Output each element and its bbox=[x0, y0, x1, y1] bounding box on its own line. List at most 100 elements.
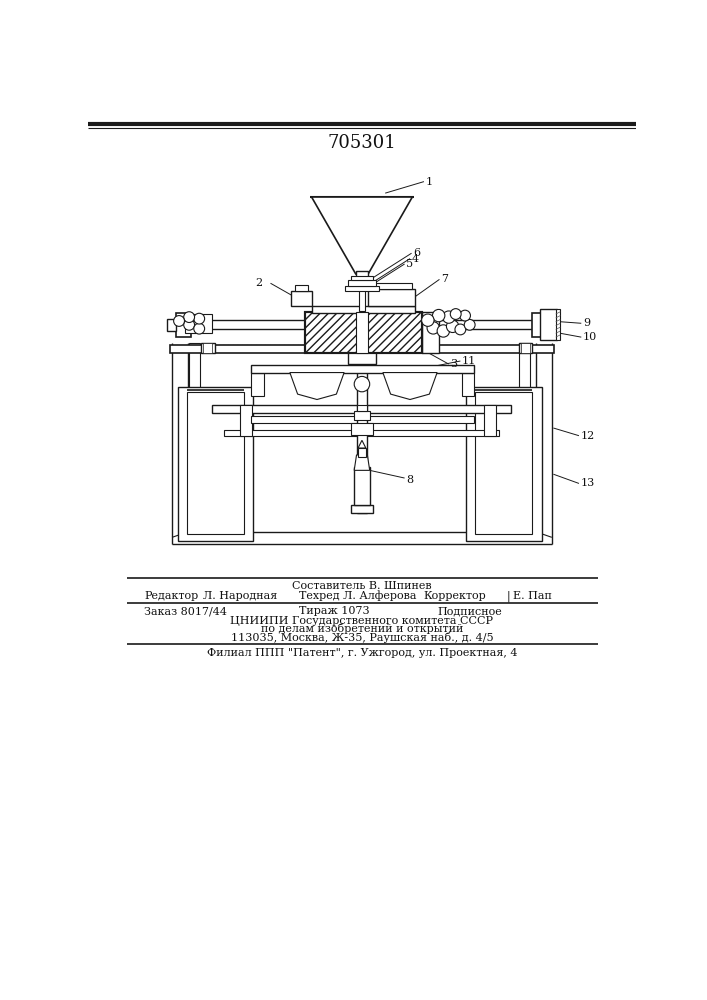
Bar bbox=[519, 343, 530, 532]
Bar bbox=[176, 312, 192, 337]
Bar bbox=[201, 343, 215, 353]
Text: 705301: 705301 bbox=[327, 134, 397, 152]
Bar bbox=[521, 343, 530, 353]
Bar bbox=[189, 343, 200, 532]
Bar bbox=[212, 405, 510, 413]
Text: Л. Народная: Л. Народная bbox=[203, 591, 277, 601]
Circle shape bbox=[443, 311, 455, 323]
Text: 7: 7 bbox=[441, 274, 448, 284]
Bar bbox=[356, 271, 368, 288]
Circle shape bbox=[437, 325, 450, 337]
Bar bbox=[359, 289, 365, 311]
Text: Е. Пап: Е. Пап bbox=[513, 591, 552, 601]
Text: |: | bbox=[507, 590, 510, 602]
Bar bbox=[351, 276, 373, 280]
Text: Составитель В. Шпинев: Составитель В. Шпинев bbox=[292, 581, 432, 591]
Circle shape bbox=[427, 322, 440, 334]
Bar bbox=[348, 280, 376, 286]
Bar bbox=[357, 353, 367, 513]
Bar bbox=[540, 309, 557, 340]
Circle shape bbox=[354, 376, 370, 392]
Text: 10: 10 bbox=[583, 332, 597, 342]
Bar bbox=[177, 387, 253, 541]
Bar bbox=[354, 411, 370, 420]
Polygon shape bbox=[358, 440, 366, 448]
Bar bbox=[462, 373, 474, 396]
Text: 9: 9 bbox=[583, 318, 590, 328]
Bar bbox=[421, 320, 547, 329]
Bar bbox=[305, 312, 421, 353]
Circle shape bbox=[464, 319, 475, 330]
Bar bbox=[475, 392, 532, 534]
Bar bbox=[358, 448, 366, 457]
Bar bbox=[351, 505, 373, 513]
Text: 12: 12 bbox=[580, 431, 595, 441]
Bar bbox=[548, 319, 557, 331]
Bar bbox=[421, 312, 438, 353]
Circle shape bbox=[421, 314, 434, 326]
Text: Подписное: Подписное bbox=[437, 606, 502, 616]
Bar bbox=[170, 345, 554, 353]
Text: Редактор: Редактор bbox=[144, 591, 199, 601]
Bar bbox=[240, 405, 252, 436]
Text: 6: 6 bbox=[413, 248, 420, 258]
Bar bbox=[203, 343, 212, 353]
Text: 11: 11 bbox=[462, 356, 477, 366]
Circle shape bbox=[433, 309, 445, 322]
Bar bbox=[357, 405, 367, 411]
Text: по делам изобретений и открытий: по делам изобретений и открытий bbox=[261, 623, 463, 634]
Bar bbox=[167, 319, 176, 331]
Circle shape bbox=[450, 309, 461, 319]
Bar bbox=[518, 343, 532, 353]
Bar bbox=[345, 286, 379, 291]
Polygon shape bbox=[383, 373, 437, 400]
Bar bbox=[291, 291, 312, 306]
Bar bbox=[532, 312, 548, 337]
Bar bbox=[356, 312, 368, 353]
Circle shape bbox=[446, 320, 459, 333]
Bar bbox=[351, 423, 373, 435]
Bar bbox=[185, 314, 212, 333]
Bar bbox=[177, 320, 305, 329]
Circle shape bbox=[194, 313, 204, 324]
Polygon shape bbox=[290, 373, 344, 400]
Bar bbox=[312, 306, 416, 312]
Circle shape bbox=[455, 324, 466, 335]
Bar bbox=[484, 405, 496, 436]
Text: 4: 4 bbox=[411, 254, 419, 264]
Text: Техред Л. Алферова: Техред Л. Алферова bbox=[299, 590, 416, 601]
Text: 3: 3 bbox=[450, 359, 457, 369]
Polygon shape bbox=[354, 455, 370, 470]
Text: 2: 2 bbox=[256, 278, 263, 288]
Text: Тираж 1073: Тираж 1073 bbox=[299, 606, 370, 616]
Circle shape bbox=[174, 316, 185, 326]
Circle shape bbox=[194, 323, 204, 334]
Text: 5: 5 bbox=[406, 259, 414, 269]
Circle shape bbox=[184, 319, 194, 330]
Text: Корректор: Корректор bbox=[423, 591, 486, 601]
Bar bbox=[251, 373, 264, 396]
Circle shape bbox=[460, 310, 470, 321]
Polygon shape bbox=[359, 312, 365, 346]
Bar bbox=[251, 365, 474, 373]
Bar bbox=[251, 416, 474, 423]
Text: Заказ 8017/44: Заказ 8017/44 bbox=[144, 606, 227, 616]
Text: 13: 13 bbox=[580, 478, 595, 488]
Text: 1: 1 bbox=[426, 177, 433, 187]
Bar bbox=[354, 466, 370, 505]
Polygon shape bbox=[312, 197, 412, 274]
Bar bbox=[466, 387, 542, 541]
Bar bbox=[295, 285, 308, 291]
Circle shape bbox=[184, 312, 194, 323]
Text: 8: 8 bbox=[406, 475, 414, 485]
Bar bbox=[348, 349, 376, 364]
Bar bbox=[556, 309, 561, 340]
Bar bbox=[224, 430, 499, 436]
Bar bbox=[371, 283, 411, 289]
Bar bbox=[305, 312, 421, 353]
Bar bbox=[187, 392, 244, 534]
Bar bbox=[368, 289, 414, 306]
Text: 113035, Москва, Ж-35, Раушская наб., д. 4/5: 113035, Москва, Ж-35, Раушская наб., д. … bbox=[230, 632, 493, 643]
Text: ЦНИИПИ Государственного комитета СССР: ЦНИИПИ Государственного комитета СССР bbox=[230, 615, 493, 626]
Text: Филиал ППП "Патент", г. Ужгород, ул. Проектная, 4: Филиал ППП "Патент", г. Ужгород, ул. Про… bbox=[206, 648, 518, 658]
